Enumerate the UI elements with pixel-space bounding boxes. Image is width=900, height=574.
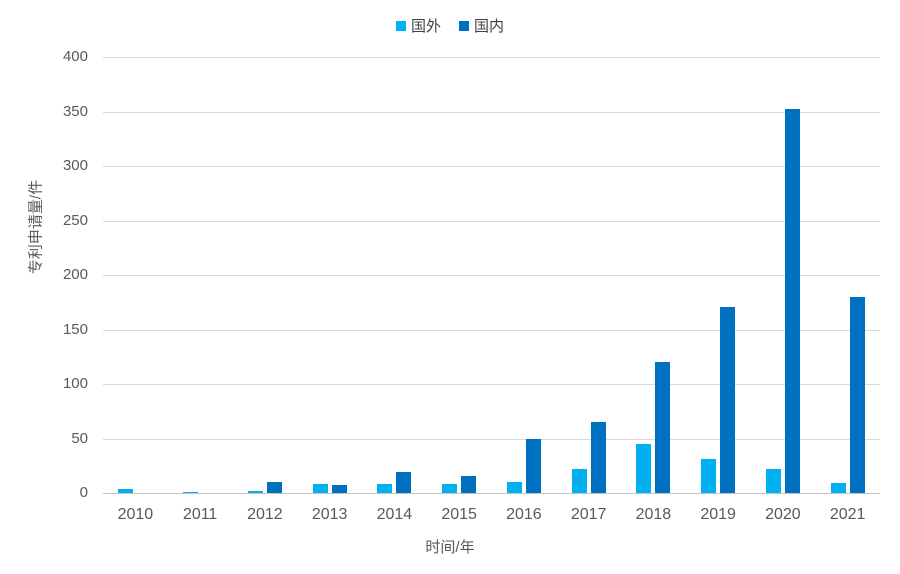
bar-国内-2017 [590, 422, 606, 493]
y-tick-label-150: 150 [62, 320, 88, 338]
gridline-50 [103, 438, 880, 440]
legend-label-domestic: 国内 [474, 18, 505, 35]
bar-国外-2019 [701, 459, 717, 493]
bar-国外-2014 [377, 484, 393, 493]
x-tick-label-2021: 2021 [829, 506, 866, 523]
bar-国内-2020 [784, 109, 800, 493]
bar-国外-2016 [506, 482, 522, 493]
y-tick-label-50: 50 [71, 429, 88, 447]
y-tick-label-400: 400 [62, 48, 88, 65]
x-tick-label-2015: 2015 [441, 506, 477, 523]
x-tick-label-2018: 2018 [635, 506, 672, 523]
x-tick-label-2020: 2020 [765, 506, 801, 523]
bar-国外-2013 [312, 484, 328, 493]
bar-国外-2018 [636, 443, 652, 493]
y-tick-label-250: 250 [62, 211, 88, 229]
gridline-200 [103, 275, 880, 276]
bar-国外-2011 [183, 491, 199, 493]
y-tick-label-300: 300 [62, 157, 88, 174]
x-tick-label-2017: 2017 [570, 506, 607, 523]
x-tick-label-2019: 2019 [700, 506, 736, 523]
bar-国外-2010 [118, 488, 134, 493]
gridline-100 [103, 384, 880, 385]
bar-国外-2020 [765, 469, 781, 493]
x-tick-label-2014: 2014 [376, 506, 413, 523]
x-tick-label-2012: 2012 [247, 506, 283, 523]
gridline-150 [103, 329, 880, 331]
gridline-400 [103, 57, 880, 58]
bar-国外-2015 [442, 484, 458, 493]
x-tick-label-2011: 2011 [182, 506, 218, 523]
bar-国内-2016 [525, 438, 541, 493]
gridline-300 [103, 166, 880, 167]
bar-国外-2017 [571, 469, 587, 493]
x-tick-label-2013: 2013 [311, 506, 348, 523]
y-tick-label-350: 350 [62, 102, 88, 120]
x-axis-line [103, 493, 880, 494]
legend-item-foreign: 国外 [395, 15, 441, 36]
chart-legend: 国外 国内 [0, 15, 900, 36]
bar-国内-2013 [331, 485, 347, 493]
x-axis-title: 时间/年 [425, 539, 475, 556]
gridline-350 [103, 111, 880, 113]
legend-label-foreign: 国外 [410, 18, 441, 35]
bar-国内-2021 [849, 296, 865, 493]
bar-国内-2019 [720, 306, 736, 493]
legend-item-domestic: 国内 [459, 15, 504, 36]
legend-swatch-foreign-icon [395, 20, 406, 31]
bar-国外-2021 [830, 483, 846, 493]
y-tick-label-200: 200 [62, 266, 88, 283]
plot-area [103, 57, 880, 494]
x-tick-label-2016: 2016 [506, 506, 542, 523]
bar-国外-2012 [247, 490, 263, 493]
bar-国内-2012 [266, 482, 282, 493]
bar-国内-2015 [461, 475, 477, 493]
bar-国内-2018 [655, 362, 671, 493]
gridline-250 [103, 220, 880, 222]
y-tick-label-0: 0 [79, 484, 88, 501]
legend-swatch-domestic-icon [459, 20, 469, 31]
y-tick-label-100: 100 [62, 375, 88, 392]
x-tick-label-2010: 2010 [117, 506, 154, 523]
bar-国内-2014 [396, 472, 412, 493]
